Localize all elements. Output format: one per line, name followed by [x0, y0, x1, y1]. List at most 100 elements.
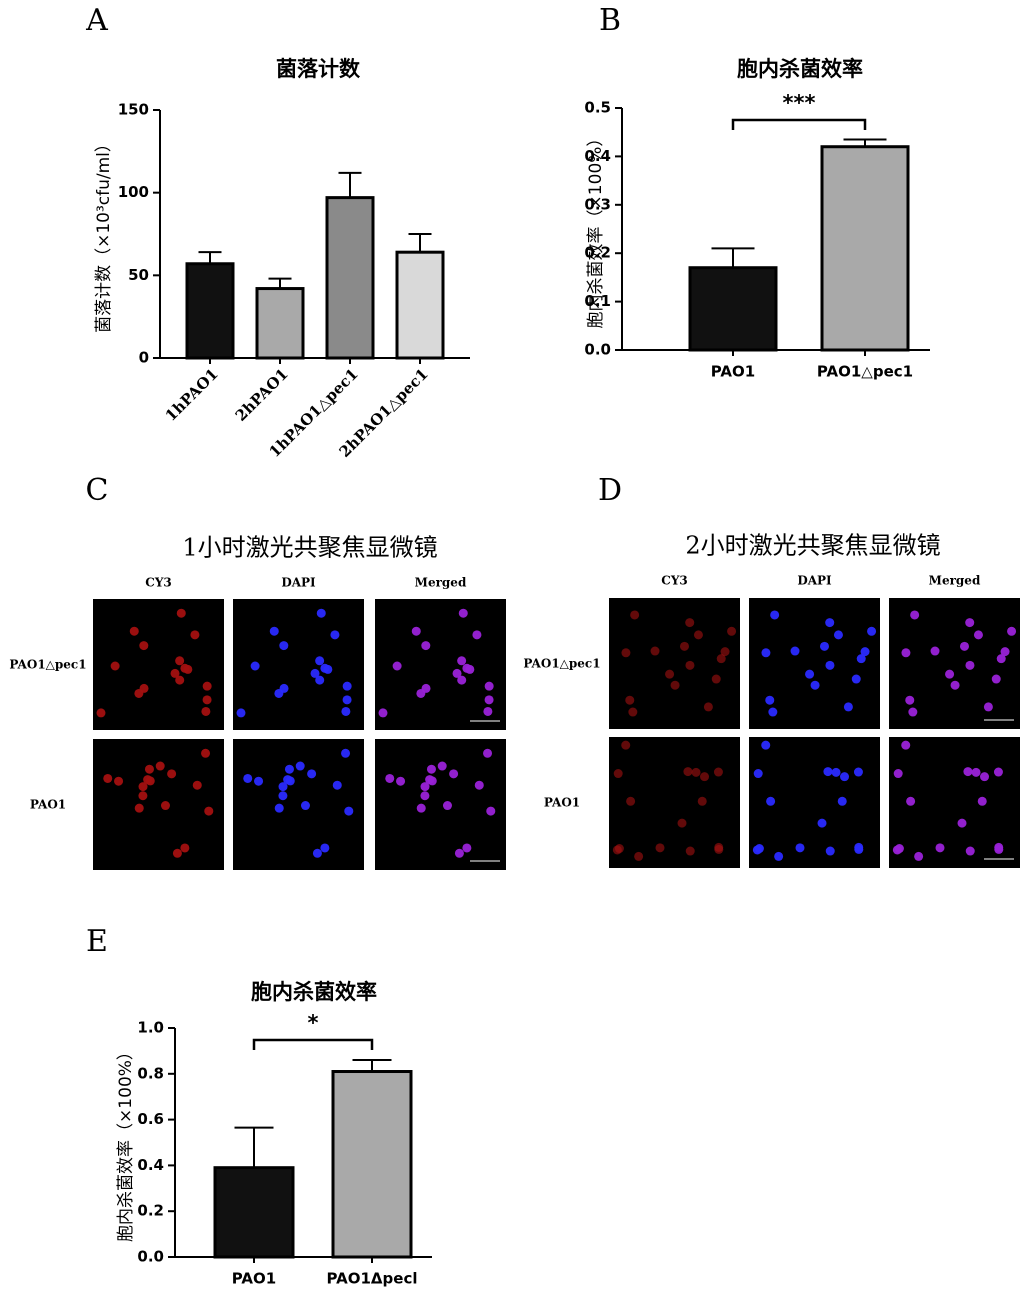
cell [316, 608, 326, 618]
cell [274, 803, 284, 813]
column-label: DAPI [281, 576, 316, 590]
cell [385, 773, 395, 783]
cell [139, 683, 149, 693]
cell [621, 740, 631, 750]
cell [894, 844, 904, 854]
cell [683, 767, 693, 777]
panel-label: B [599, 3, 621, 38]
cell [945, 669, 955, 679]
cell [965, 618, 975, 628]
cell [103, 773, 113, 783]
y-tick-label: 0.5 [584, 99, 611, 117]
cell [867, 626, 877, 636]
cell [996, 654, 1006, 664]
cell [825, 846, 835, 856]
cell [790, 646, 800, 656]
cell [613, 769, 623, 779]
cell [665, 669, 675, 679]
cell [973, 630, 983, 640]
cell [977, 796, 987, 806]
cell [295, 761, 305, 771]
cell [243, 773, 253, 783]
cell [991, 674, 1001, 684]
cell [183, 664, 193, 674]
significance-label: * [308, 1011, 319, 1035]
cell [930, 646, 940, 656]
cell [202, 695, 212, 705]
cell [279, 683, 289, 693]
cell [315, 656, 325, 666]
cell [392, 661, 402, 671]
cell [711, 674, 721, 684]
cell [1007, 626, 1017, 636]
x-tick-label: PAO1Δpecl [327, 1270, 418, 1288]
cell [170, 668, 180, 678]
cell [250, 661, 260, 671]
cell [484, 695, 494, 705]
cell [204, 806, 214, 816]
y-axis-label: 菌落计数（×10³cfu/ml） [94, 135, 114, 333]
x-tick-label: PAO1 [232, 1270, 276, 1288]
cell [761, 740, 771, 750]
y-tick-label: 0.2 [584, 244, 611, 262]
cell [190, 630, 200, 640]
cell [614, 844, 624, 854]
cell [626, 796, 636, 806]
cell [700, 772, 710, 782]
cell [342, 695, 352, 705]
cell [129, 626, 139, 636]
panel-label: E [86, 924, 108, 959]
x-tick-label: PAO1△pec1 [817, 363, 913, 381]
cell [965, 846, 975, 856]
cell [114, 776, 124, 786]
cell [442, 801, 452, 811]
cell [980, 772, 990, 782]
cell [851, 674, 861, 684]
cell [670, 680, 680, 690]
cell [474, 780, 484, 790]
cell [691, 767, 701, 777]
cell [766, 796, 776, 806]
micrograph [749, 598, 880, 729]
cell [630, 610, 640, 620]
cell [396, 776, 406, 786]
cell [175, 675, 185, 685]
cell [332, 780, 342, 790]
panel-label: D [598, 473, 622, 508]
cell [957, 818, 967, 828]
cell [843, 702, 853, 712]
cell [971, 767, 981, 777]
cell [713, 767, 723, 777]
cell [856, 654, 866, 664]
y-tick-label: 0.2 [137, 1202, 164, 1220]
cell [761, 648, 771, 658]
cell [825, 660, 835, 670]
cell [426, 764, 436, 774]
y-axis-label: 胞内杀菌效率（×100%） [586, 130, 606, 329]
cell [484, 681, 494, 691]
cell [628, 707, 638, 717]
cell [950, 680, 960, 690]
cell [716, 654, 726, 664]
cell [625, 695, 635, 705]
cell [817, 818, 827, 828]
cell [454, 848, 464, 858]
panel-title: 1小时激光共聚焦显微镜 [182, 534, 437, 562]
y-tick-label: 0.3 [584, 195, 611, 213]
cell [411, 626, 421, 636]
cell [754, 844, 764, 854]
cell [420, 782, 430, 792]
bar [213, 1166, 295, 1259]
x-tick-label: 2hPAO1 [232, 365, 292, 425]
cell [906, 796, 916, 806]
cell [172, 848, 182, 858]
cell [465, 664, 475, 674]
cell [201, 748, 211, 758]
bar [185, 262, 235, 360]
cell [457, 656, 467, 666]
cell [143, 775, 153, 785]
cell [621, 648, 631, 658]
cell [837, 796, 847, 806]
cell [138, 782, 148, 792]
cell [457, 675, 467, 685]
